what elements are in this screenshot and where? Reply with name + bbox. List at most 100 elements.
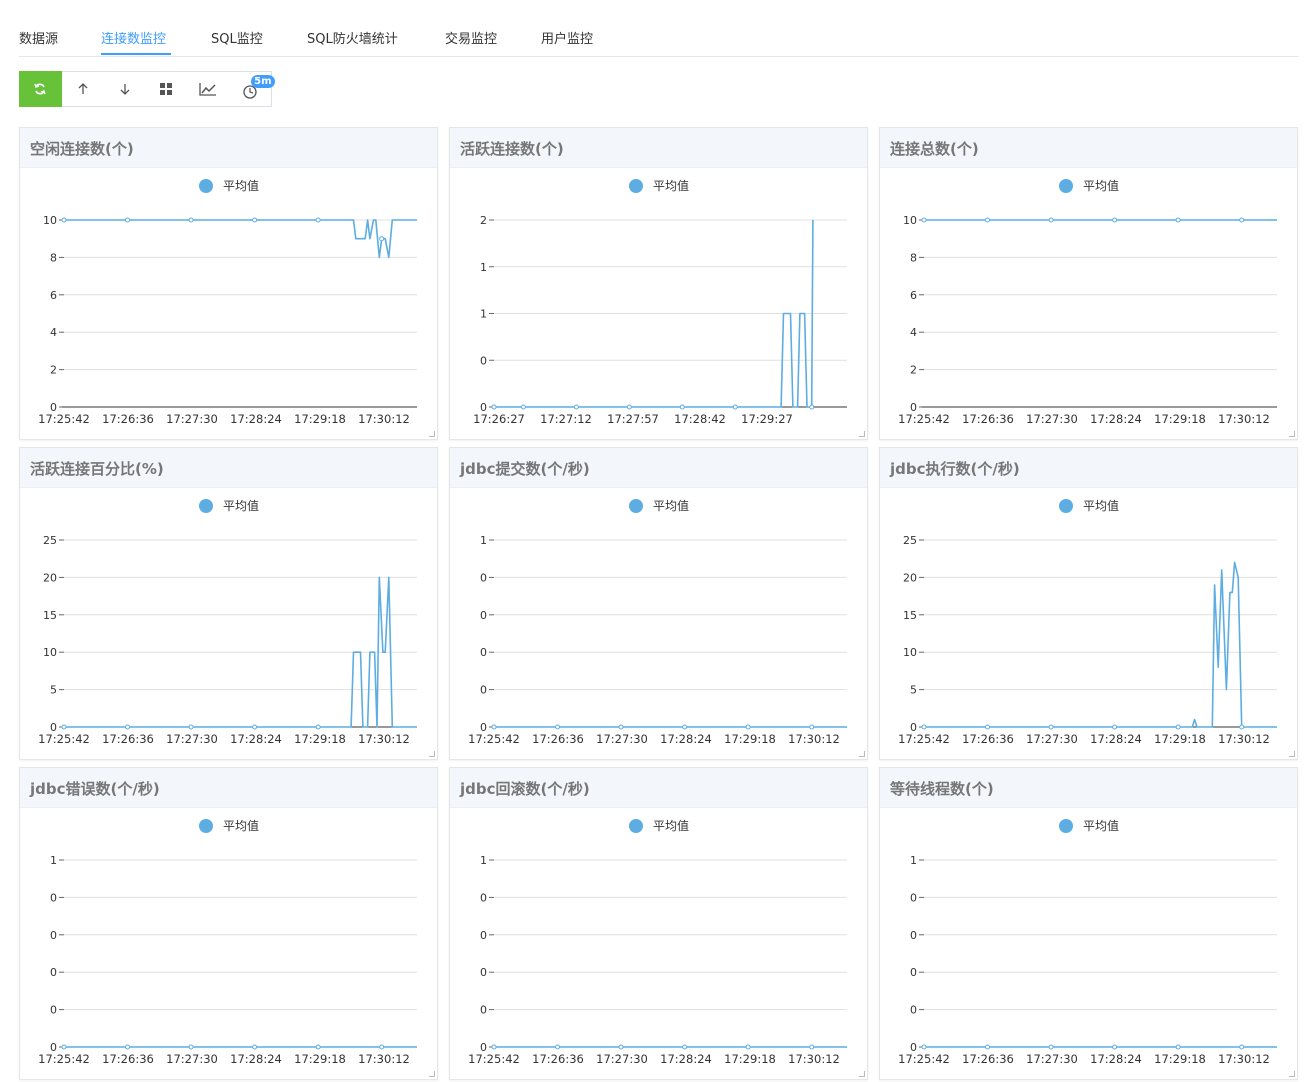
data-point[interactable] bbox=[618, 1044, 624, 1050]
move-up-button[interactable] bbox=[62, 72, 104, 106]
resize-handle[interactable] bbox=[859, 431, 865, 437]
legend-label[interactable]: 平均值 bbox=[1083, 178, 1119, 193]
chart-panel: 空闲连接数(个) 平均值 10 8 6 4 2 0 17:25:42 17:26:36 17:27:… bbox=[19, 127, 438, 440]
data-point[interactable] bbox=[985, 724, 991, 730]
resize-handle[interactable] bbox=[1289, 751, 1295, 757]
legend-marker[interactable] bbox=[199, 819, 213, 833]
data-point[interactable] bbox=[921, 217, 927, 223]
data-point[interactable] bbox=[1239, 1044, 1245, 1050]
refresh-interval-button[interactable]: 5m bbox=[229, 72, 275, 106]
move-down-button[interactable] bbox=[104, 72, 146, 106]
data-point[interactable] bbox=[732, 404, 738, 410]
data-point[interactable] bbox=[491, 724, 497, 730]
data-point[interactable] bbox=[125, 217, 131, 223]
legend-marker[interactable] bbox=[629, 499, 643, 513]
tab-user-monitor[interactable]: 用户监控 bbox=[541, 32, 594, 47]
data-point[interactable] bbox=[573, 404, 579, 410]
tab-sql-firewall[interactable]: SQL防火墙统计 bbox=[307, 32, 398, 47]
data-point[interactable] bbox=[745, 724, 751, 730]
legend-label[interactable]: 平均值 bbox=[653, 818, 689, 833]
grid-layout-button[interactable] bbox=[145, 72, 187, 106]
data-point[interactable] bbox=[1239, 724, 1245, 730]
x-tick-label: 17:26:36 bbox=[962, 1052, 1014, 1066]
data-point[interactable] bbox=[1112, 1044, 1118, 1050]
data-point[interactable] bbox=[682, 724, 688, 730]
data-point[interactable] bbox=[252, 1044, 258, 1050]
data-point[interactable] bbox=[315, 217, 321, 223]
data-point[interactable] bbox=[745, 1044, 751, 1050]
legend-marker[interactable] bbox=[199, 179, 213, 193]
data-point[interactable] bbox=[61, 724, 67, 730]
data-point[interactable] bbox=[491, 404, 497, 410]
chart-panel: jdbc回滚数(个/秒) 平均值 1 0 0 0 0 0 17:25:42 17:26:36 17:… bbox=[449, 767, 868, 1080]
data-point[interactable] bbox=[682, 1044, 688, 1050]
tab-connection-monitor[interactable]: 连接数监控 bbox=[101, 32, 167, 47]
data-point[interactable] bbox=[618, 724, 624, 730]
legend-label[interactable]: 平均值 bbox=[653, 178, 689, 193]
data-point[interactable] bbox=[491, 1044, 497, 1050]
data-point[interactable] bbox=[626, 404, 632, 410]
legend-label[interactable]: 平均值 bbox=[223, 178, 259, 193]
tab-sql-monitor[interactable]: SQL监控 bbox=[211, 32, 263, 47]
x-tick-label: 17:27:30 bbox=[1026, 732, 1078, 746]
legend-marker[interactable] bbox=[1059, 179, 1073, 193]
data-point[interactable] bbox=[315, 724, 321, 730]
data-point[interactable] bbox=[555, 1044, 561, 1050]
resize-handle[interactable] bbox=[429, 431, 435, 437]
data-point[interactable] bbox=[985, 217, 991, 223]
legend-label[interactable]: 平均值 bbox=[653, 498, 689, 513]
legend-marker[interactable] bbox=[199, 499, 213, 513]
data-point[interactable] bbox=[1239, 217, 1245, 223]
data-point[interactable] bbox=[1112, 217, 1118, 223]
resize-handle[interactable] bbox=[859, 751, 865, 757]
data-point[interactable] bbox=[1048, 724, 1054, 730]
data-point[interactable] bbox=[1048, 1044, 1054, 1050]
data-point[interactable] bbox=[679, 404, 685, 410]
legend-label[interactable]: 平均值 bbox=[223, 818, 259, 833]
data-point[interactable] bbox=[125, 724, 131, 730]
resize-handle[interactable] bbox=[1289, 1071, 1295, 1077]
data-point[interactable] bbox=[252, 217, 258, 223]
tab-datasource[interactable]: 数据源 bbox=[19, 32, 59, 47]
data-point[interactable] bbox=[809, 404, 815, 410]
data-point[interactable] bbox=[1112, 724, 1118, 730]
data-point[interactable] bbox=[252, 724, 258, 730]
data-point[interactable] bbox=[61, 217, 67, 223]
x-tick-label: 17:28:24 bbox=[230, 1052, 282, 1066]
data-point[interactable] bbox=[1175, 217, 1181, 223]
data-point[interactable] bbox=[520, 404, 526, 410]
legend-marker[interactable] bbox=[629, 819, 643, 833]
arrow-down-icon bbox=[120, 84, 130, 95]
tab-transaction-monitor[interactable]: 交易监控 bbox=[445, 32, 498, 47]
legend-marker[interactable] bbox=[1059, 499, 1073, 513]
resize-handle[interactable] bbox=[859, 1071, 865, 1077]
line-chart-button[interactable] bbox=[187, 72, 229, 106]
data-point[interactable] bbox=[921, 724, 927, 730]
data-point[interactable] bbox=[1175, 1044, 1181, 1050]
data-point[interactable] bbox=[188, 217, 194, 223]
data-point[interactable] bbox=[555, 724, 561, 730]
data-point[interactable] bbox=[188, 1044, 194, 1050]
data-point[interactable] bbox=[379, 1044, 385, 1050]
resize-handle[interactable] bbox=[429, 1071, 435, 1077]
x-tick-label: 17:30:12 bbox=[788, 1052, 840, 1066]
refresh-button[interactable] bbox=[19, 71, 62, 107]
legend-label[interactable]: 平均值 bbox=[1083, 498, 1119, 513]
data-point[interactable] bbox=[315, 1044, 321, 1050]
legend-label[interactable]: 平均值 bbox=[223, 498, 259, 513]
data-point[interactable] bbox=[61, 1044, 67, 1050]
legend-marker[interactable] bbox=[1059, 819, 1073, 833]
resize-handle[interactable] bbox=[1289, 431, 1295, 437]
data-point[interactable] bbox=[188, 724, 194, 730]
data-point[interactable] bbox=[985, 1044, 991, 1050]
data-point[interactable] bbox=[125, 1044, 131, 1050]
legend-label[interactable]: 平均值 bbox=[1083, 818, 1119, 833]
legend-marker[interactable] bbox=[629, 179, 643, 193]
data-point[interactable] bbox=[809, 724, 815, 730]
data-point[interactable] bbox=[1175, 724, 1181, 730]
data-point[interactable] bbox=[1048, 217, 1054, 223]
resize-handle[interactable] bbox=[429, 751, 435, 757]
data-point[interactable] bbox=[809, 1044, 815, 1050]
data-point[interactable] bbox=[379, 236, 385, 242]
data-point[interactable] bbox=[921, 1044, 927, 1050]
